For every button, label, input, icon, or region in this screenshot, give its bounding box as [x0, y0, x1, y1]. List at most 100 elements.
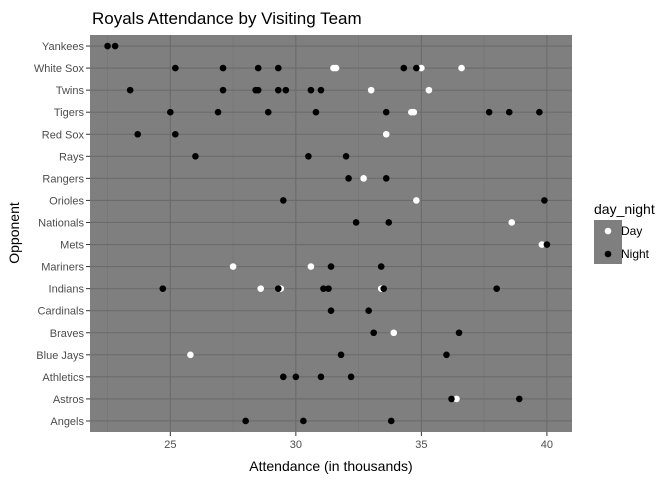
y-axis-title: Opponent — [6, 202, 22, 264]
data-point-night — [505, 108, 513, 116]
y-tick-label: Rays — [59, 151, 85, 163]
data-point-night — [280, 197, 287, 204]
data-point-night — [541, 197, 548, 204]
x-tick-label: 25 — [164, 439, 176, 451]
data-point-night — [352, 219, 360, 226]
data-point-night — [493, 285, 500, 292]
legend-title: day_night — [594, 201, 655, 217]
x-axis: 25 30 35 40 — [164, 432, 553, 451]
legend: day_night Day Night — [594, 201, 655, 264]
data-point-night — [317, 373, 325, 381]
data-point-day — [367, 86, 375, 94]
data-point-night — [536, 108, 543, 116]
data-point-day — [307, 263, 315, 270]
data-point-night — [219, 86, 227, 94]
data-point-night — [342, 153, 350, 160]
legend-key-night — [604, 250, 612, 258]
data-point-day — [187, 351, 194, 359]
data-point-night — [159, 285, 167, 292]
x-tick-label: 35 — [415, 439, 427, 451]
data-point-night — [413, 64, 420, 72]
data-point-night — [443, 351, 450, 359]
data-point-night — [104, 42, 111, 50]
data-point-night — [485, 108, 493, 116]
data-point-night — [543, 241, 551, 248]
data-point-night — [325, 285, 332, 292]
y-tick-label: Orioles — [49, 195, 84, 207]
y-tick-label: Blue Jays — [36, 350, 84, 362]
data-point-night — [380, 285, 388, 292]
data-point-night — [382, 108, 390, 116]
y-tick-label: Braves — [50, 328, 85, 340]
data-point-night — [192, 153, 199, 160]
data-point-night — [134, 130, 141, 138]
data-point-night — [219, 64, 227, 72]
data-point-night — [172, 130, 179, 138]
data-point-night — [448, 395, 455, 403]
data-point-night — [337, 351, 345, 359]
data-point-night — [382, 175, 390, 182]
y-tick-label: Indians — [49, 284, 85, 296]
y-tick-label: Red Sox — [42, 129, 85, 141]
y-tick-label: Twins — [56, 85, 85, 97]
data-point-day — [418, 64, 425, 72]
legend-label-day: Day — [621, 224, 642, 238]
data-point-night — [282, 86, 290, 94]
minor-gridlines — [107, 35, 485, 432]
y-tick-label: Mariners — [41, 262, 84, 274]
data-point-night — [345, 175, 352, 182]
data-point-day — [425, 86, 433, 94]
x-tick-label: 30 — [290, 439, 302, 451]
y-tick-label: Athletics — [42, 372, 84, 384]
y-tick-label: White Sox — [34, 63, 85, 75]
y-tick-label: Rangers — [42, 173, 84, 185]
data-point-night — [292, 373, 300, 381]
y-axis: Angels Astros Athletics Blue Jays Braves Card… — [34, 41, 90, 428]
legend-key-background — [594, 220, 622, 264]
data-point-night — [300, 417, 307, 425]
x-tick-label: 40 — [541, 439, 553, 451]
chart-title: Royals Attendance by Visiting Team — [92, 9, 362, 28]
data-points — [104, 42, 551, 425]
data-point-night — [172, 64, 179, 72]
data-point-night — [400, 64, 408, 72]
data-point-night — [317, 86, 325, 94]
data-point-night — [214, 108, 222, 116]
data-point-night — [320, 285, 327, 292]
data-point-night — [370, 329, 377, 337]
data-point-night — [347, 373, 355, 381]
data-point-day — [458, 64, 465, 72]
legend-key-day — [604, 227, 612, 235]
data-point-night — [242, 417, 249, 425]
data-point-day — [332, 64, 340, 72]
data-point-night — [274, 64, 282, 72]
legend-label-night: Night — [621, 247, 650, 261]
data-point-night — [254, 64, 262, 72]
data-point-night — [312, 108, 320, 116]
data-point-day — [360, 175, 367, 182]
data-point-night — [305, 153, 312, 160]
data-point-night — [167, 108, 174, 116]
data-point-night — [385, 219, 393, 226]
plot-panel — [90, 35, 572, 432]
data-point-day — [413, 197, 420, 204]
data-point-night — [387, 417, 395, 425]
data-point-day — [229, 263, 237, 270]
data-point-night — [455, 329, 463, 337]
data-point-night — [126, 86, 134, 94]
data-point-day — [257, 285, 265, 292]
data-point-night — [264, 108, 272, 116]
data-point-night — [307, 86, 315, 94]
data-point-night — [365, 307, 372, 314]
data-point-night — [274, 285, 282, 292]
data-point-night — [280, 373, 287, 381]
x-axis-title: Attendance (in thousands) — [249, 458, 412, 474]
y-tick-label: Yankees — [42, 41, 84, 53]
data-point-night — [327, 307, 335, 314]
data-point-day — [390, 329, 398, 337]
data-point-night — [377, 263, 385, 270]
data-point-night — [274, 86, 282, 94]
y-tick-label: Nationals — [38, 217, 84, 229]
y-tick-label: Tigers — [54, 107, 85, 119]
